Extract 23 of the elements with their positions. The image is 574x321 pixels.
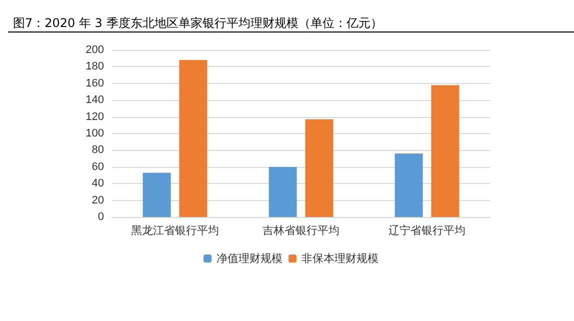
y-tick-label: 140 <box>86 94 104 106</box>
bar <box>268 166 297 217</box>
legend-label: 非保本理财规模 <box>302 252 378 265</box>
bar <box>142 172 171 217</box>
x-tick-label: 黑龙江省银行平均 <box>131 224 219 237</box>
y-tick-label: 160 <box>86 77 104 90</box>
x-tick-label: 辽宁省银行平均 <box>388 224 466 237</box>
y-tick-label: 40 <box>92 178 104 190</box>
bar <box>431 85 460 217</box>
y-tick-label: 0 <box>98 211 104 223</box>
chart-title: 图7：2020 年 3 季度东北地区单家银行平均理财规模（单位：亿元） <box>13 16 382 30</box>
y-tick-label: 100 <box>86 128 104 140</box>
bar <box>179 60 208 217</box>
y-tick-label: 200 <box>86 44 104 56</box>
y-tick-label: 180 <box>86 60 104 73</box>
y-tick-label: 120 <box>86 110 104 123</box>
y-tick-label: 60 <box>92 160 104 173</box>
x-tick-label: 吉林省银行平均 <box>262 224 340 237</box>
bar <box>394 154 423 217</box>
legend-label: 净值理财规模 <box>216 252 282 265</box>
y-tick-label: 80 <box>92 144 104 156</box>
y-tick-label: 20 <box>92 194 104 206</box>
bar <box>305 119 334 217</box>
